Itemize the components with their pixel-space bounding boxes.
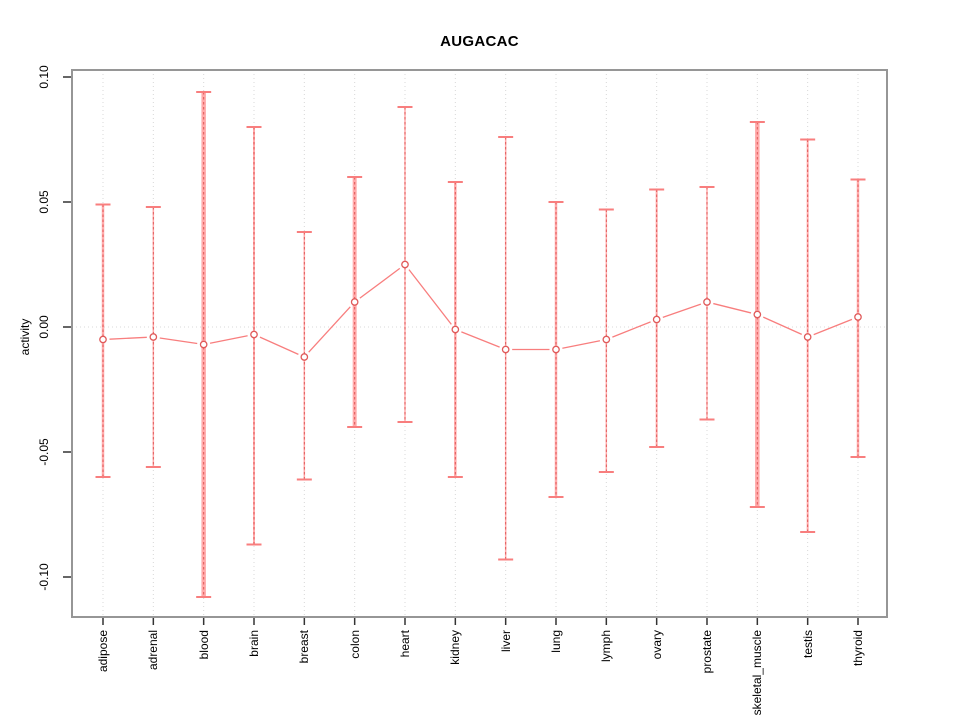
data-point-blood — [199, 340, 208, 349]
x-tick-label-colon: colon — [347, 630, 362, 659]
series-segment — [461, 331, 500, 348]
data-point-thyroid — [854, 313, 862, 321]
data-point-adrenal — [149, 333, 158, 341]
x-tick-label-brain: brain — [246, 630, 261, 657]
data-point-lung — [552, 345, 560, 354]
data-point-colon — [350, 298, 359, 306]
data-point-adipose — [99, 335, 107, 344]
x-tick-label-kidney: kidney — [448, 630, 463, 665]
series-segment — [209, 335, 248, 344]
x-tick-label-heart: heart — [397, 630, 412, 658]
x-tick-label-lymph: lymph — [599, 630, 614, 663]
data-point-lymph — [602, 335, 611, 344]
data-point-skeletal_muscle — [753, 310, 762, 319]
data-point-liver — [501, 345, 510, 354]
chart-title: AUGACAC — [440, 33, 519, 50]
x-tick-label-adrenal: adrenal — [146, 630, 161, 671]
data-point-heart — [401, 260, 409, 269]
x-tick-label-lung: lung — [548, 630, 563, 653]
x-tick-label-liver: liver — [498, 630, 513, 653]
series-segment — [612, 321, 651, 338]
y-tick-label: 0.05 — [37, 190, 51, 214]
data-point-brain — [250, 330, 258, 339]
y-tick-label: 0.10 — [37, 65, 51, 89]
x-tick-label-adipose: adipose — [96, 630, 110, 673]
series-segment — [159, 337, 198, 345]
plot-border — [71, 69, 888, 618]
series-segment — [308, 306, 351, 353]
y-tick-label: 0.00 — [37, 315, 51, 339]
series-segment — [662, 303, 702, 318]
series-segment — [762, 316, 802, 335]
series-segment — [813, 318, 853, 336]
data-point-ovary — [652, 315, 661, 324]
x-tick-label-prostate: prostate — [699, 630, 714, 674]
x-tick-label-testis: testis — [800, 630, 815, 659]
x-tick-label-breast: breast — [297, 630, 312, 664]
x-tick-label-blood: blood — [196, 630, 211, 660]
x-tick-label-skeletal_muscle: skeletal_muscle — [750, 630, 765, 716]
y-tick-label: -0.05 — [37, 438, 51, 466]
x-tick-label-ovary: ovary — [649, 630, 664, 660]
data-point-breast — [300, 353, 309, 361]
series-segment — [259, 336, 299, 355]
y-tick-label: -0.10 — [37, 563, 51, 591]
series-segment — [109, 336, 147, 340]
series-segment — [713, 302, 752, 314]
data-point-testis — [803, 333, 812, 341]
x-tick-label-thyroid: thyroid — [850, 630, 865, 667]
series-segment — [359, 267, 401, 299]
data-point-prostate — [703, 298, 711, 306]
data-point-kidney — [451, 325, 460, 334]
series-segment — [408, 269, 452, 325]
series-segment — [562, 340, 601, 349]
